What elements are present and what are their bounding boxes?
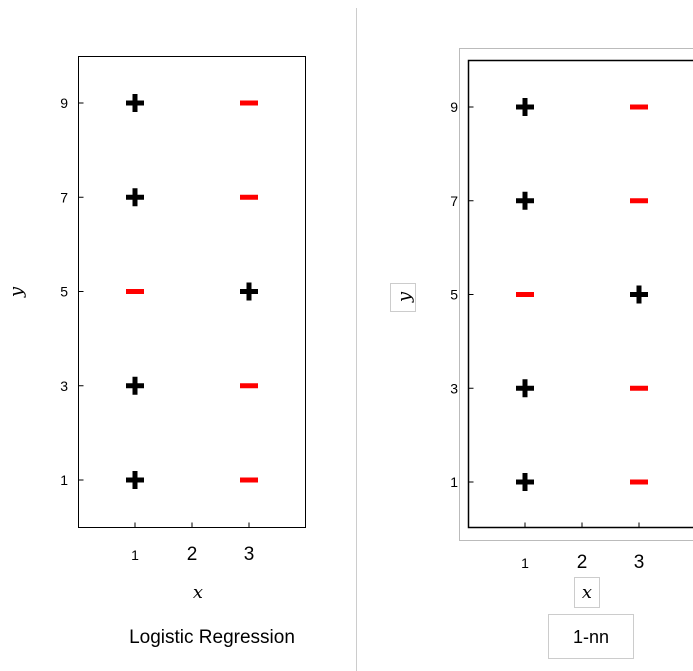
x-tick-label: 3 xyxy=(634,552,645,573)
y-tick-label: 3 xyxy=(450,380,458,396)
y-tick-label: 7 xyxy=(450,193,458,209)
plus-marker xyxy=(126,471,144,489)
x-tick-label: 1 xyxy=(131,547,139,563)
plot-frame xyxy=(459,48,693,541)
plus-marker xyxy=(126,188,144,207)
marks-group xyxy=(126,94,258,489)
y-tick-label: 9 xyxy=(60,95,68,111)
plus-marker xyxy=(516,473,534,491)
plus-marker xyxy=(516,191,534,210)
y-tick-label: 5 xyxy=(450,287,458,303)
chart-logistic-regression: 1 2 3 1 3 5 7 9 x y Logistic Regression xyxy=(6,56,306,648)
y-tick-label: 1 xyxy=(60,472,68,488)
marks-group xyxy=(516,98,648,491)
minus-marker xyxy=(630,479,648,485)
plus-marker xyxy=(126,376,144,395)
minus-marker xyxy=(630,385,648,391)
x-tick-label: 1 xyxy=(521,555,529,571)
plus-marker xyxy=(516,379,534,398)
plus-marker xyxy=(630,285,648,304)
minus-marker xyxy=(126,289,144,294)
y-tick-label: 9 xyxy=(450,99,458,115)
x-tick-label: 2 xyxy=(577,552,588,573)
chart-caption: Logistic Regression xyxy=(129,627,295,648)
minus-marker xyxy=(240,383,258,389)
minus-marker xyxy=(630,104,648,110)
minus-marker xyxy=(516,292,534,297)
plus-marker xyxy=(240,282,258,301)
y-tick-label: 7 xyxy=(60,189,68,205)
minus-marker xyxy=(240,194,258,200)
y-axis-label: y xyxy=(394,291,415,303)
plot-area xyxy=(78,56,306,528)
chart-1nn: 1 2 3 1 3 5 7 9 x y 1-nn xyxy=(390,48,693,659)
y-tick-label: 1 xyxy=(450,474,458,490)
x-axis-label: x xyxy=(193,582,203,603)
tick-group: 1 2 3 1 3 5 7 9 xyxy=(450,99,644,573)
y-axis-label: y xyxy=(6,286,27,298)
y-axis-label-box xyxy=(390,283,416,312)
y-tick-label: 3 xyxy=(60,378,68,394)
chart-caption: 1-nn xyxy=(573,627,609,647)
x-tick-label: 2 xyxy=(187,544,198,565)
caption-box xyxy=(548,614,634,659)
minus-marker xyxy=(240,477,258,483)
plot-area xyxy=(467,59,693,529)
minus-marker xyxy=(630,198,648,204)
tick-group: 1 2 3 1 3 5 7 9 xyxy=(60,95,254,565)
x-axis-label: x xyxy=(582,582,592,603)
plus-marker xyxy=(516,98,534,116)
x-tick-label: 3 xyxy=(244,544,255,565)
plus-marker xyxy=(126,94,144,112)
x-axis-label-box xyxy=(574,577,600,608)
minus-marker xyxy=(240,100,258,106)
y-tick-label: 5 xyxy=(60,284,68,300)
